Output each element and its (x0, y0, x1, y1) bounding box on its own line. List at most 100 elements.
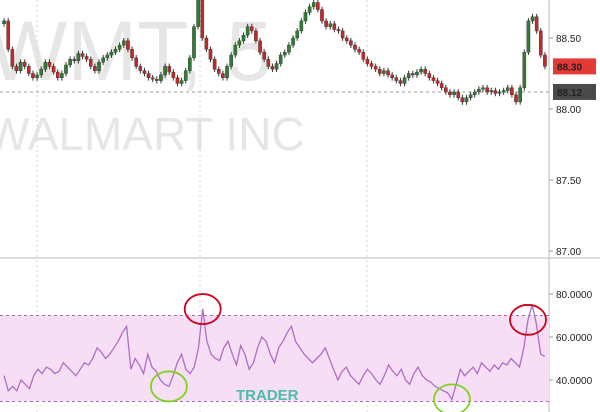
candle-body (204, 37, 209, 50)
candle-body (55, 71, 60, 78)
candle-body (47, 61, 52, 67)
candle-body (192, 26, 196, 59)
candle-body (105, 54, 110, 59)
candle-body (349, 40, 353, 46)
candle-body (497, 91, 502, 94)
oversold-marker (433, 383, 471, 412)
candle-body (150, 77, 155, 80)
candle-body (526, 20, 531, 53)
candle-body (237, 40, 242, 46)
candle-body (109, 52, 114, 56)
candle-body (258, 40, 262, 53)
candle-body (357, 49, 361, 53)
candle-body (303, 12, 308, 22)
candle-body (196, 0, 200, 27)
candle-body (489, 90, 494, 93)
candle-body (188, 57, 192, 71)
brand-watermark: TRADER (236, 387, 299, 404)
candle-body (134, 57, 138, 67)
candle-body (501, 90, 506, 93)
candle-body (142, 70, 147, 74)
oscillator-tick-label: 80.0000 (556, 290, 593, 301)
candle-body (291, 37, 295, 46)
candle-body (464, 97, 469, 103)
candle-body (530, 16, 535, 22)
candle-body (423, 69, 428, 74)
candle-body (295, 30, 300, 39)
candle-body (307, 6, 312, 13)
candle-body (522, 52, 527, 88)
candle-body (179, 80, 184, 84)
candle-body (278, 54, 283, 64)
candle-body (88, 59, 93, 67)
candle-body (316, 2, 320, 10)
candle-body (543, 54, 547, 67)
candle-body (274, 63, 279, 70)
candle-body (320, 9, 324, 22)
price-tick-label: 87.50 (556, 176, 581, 187)
candle-body (208, 49, 213, 60)
candle-body (18, 61, 23, 71)
candle-body (113, 49, 118, 53)
candle-body (456, 91, 461, 98)
candle-body (14, 66, 19, 71)
watermark-symbol: WMT, 5 (0, 4, 273, 98)
candle-body (427, 73, 432, 78)
candle-body (394, 77, 399, 81)
candle-body (332, 23, 337, 30)
candle-body (324, 20, 328, 27)
candle-body (2, 20, 6, 24)
candle-body (411, 73, 415, 76)
candle-body (212, 59, 217, 70)
overbought-oversold-band (0, 315, 549, 402)
candle-body (328, 23, 333, 27)
candle-body (101, 57, 105, 63)
candle-body (216, 69, 221, 74)
price-tick-label: 88.50 (556, 34, 581, 45)
candle-body (245, 26, 250, 36)
candle-body (117, 44, 122, 50)
candle-body (439, 83, 444, 88)
candle-body (369, 63, 374, 67)
candle-body (39, 69, 44, 76)
candle-body (10, 49, 15, 67)
candle-body (167, 66, 172, 73)
candle-body (472, 91, 477, 95)
candle-body (262, 52, 266, 60)
candle-body (435, 80, 440, 84)
candle-body (229, 54, 233, 67)
candle-body (287, 44, 291, 53)
candle-body (373, 66, 378, 70)
candle-body (539, 30, 543, 56)
candle-body (419, 69, 423, 73)
candle-body (200, 0, 205, 39)
price-tick-label: 87.00 (556, 247, 581, 258)
price-tag (553, 58, 596, 75)
candle-body (534, 16, 539, 32)
price-tag-label: 88.30 (557, 62, 582, 73)
candle-body (311, 2, 316, 7)
candle-body (84, 56, 89, 60)
candle-body (175, 77, 180, 84)
overbought-marker (183, 293, 222, 325)
candle-body (31, 73, 35, 78)
oversold-marker (149, 370, 188, 403)
candle-body (80, 53, 85, 57)
candle-body (72, 59, 77, 61)
candle-body (64, 64, 68, 74)
candle-body (386, 70, 390, 76)
candle-body (171, 71, 176, 78)
candle-body (340, 30, 345, 39)
candle-body (138, 66, 143, 71)
candle-body (233, 44, 238, 56)
candle-body (415, 71, 419, 76)
candle-body (121, 40, 126, 46)
candle-body (126, 40, 130, 50)
candle-body (477, 88, 481, 93)
overbought-marker (509, 303, 547, 336)
candle-body (51, 66, 56, 73)
candle-body (493, 90, 498, 94)
candle-body (221, 73, 225, 78)
